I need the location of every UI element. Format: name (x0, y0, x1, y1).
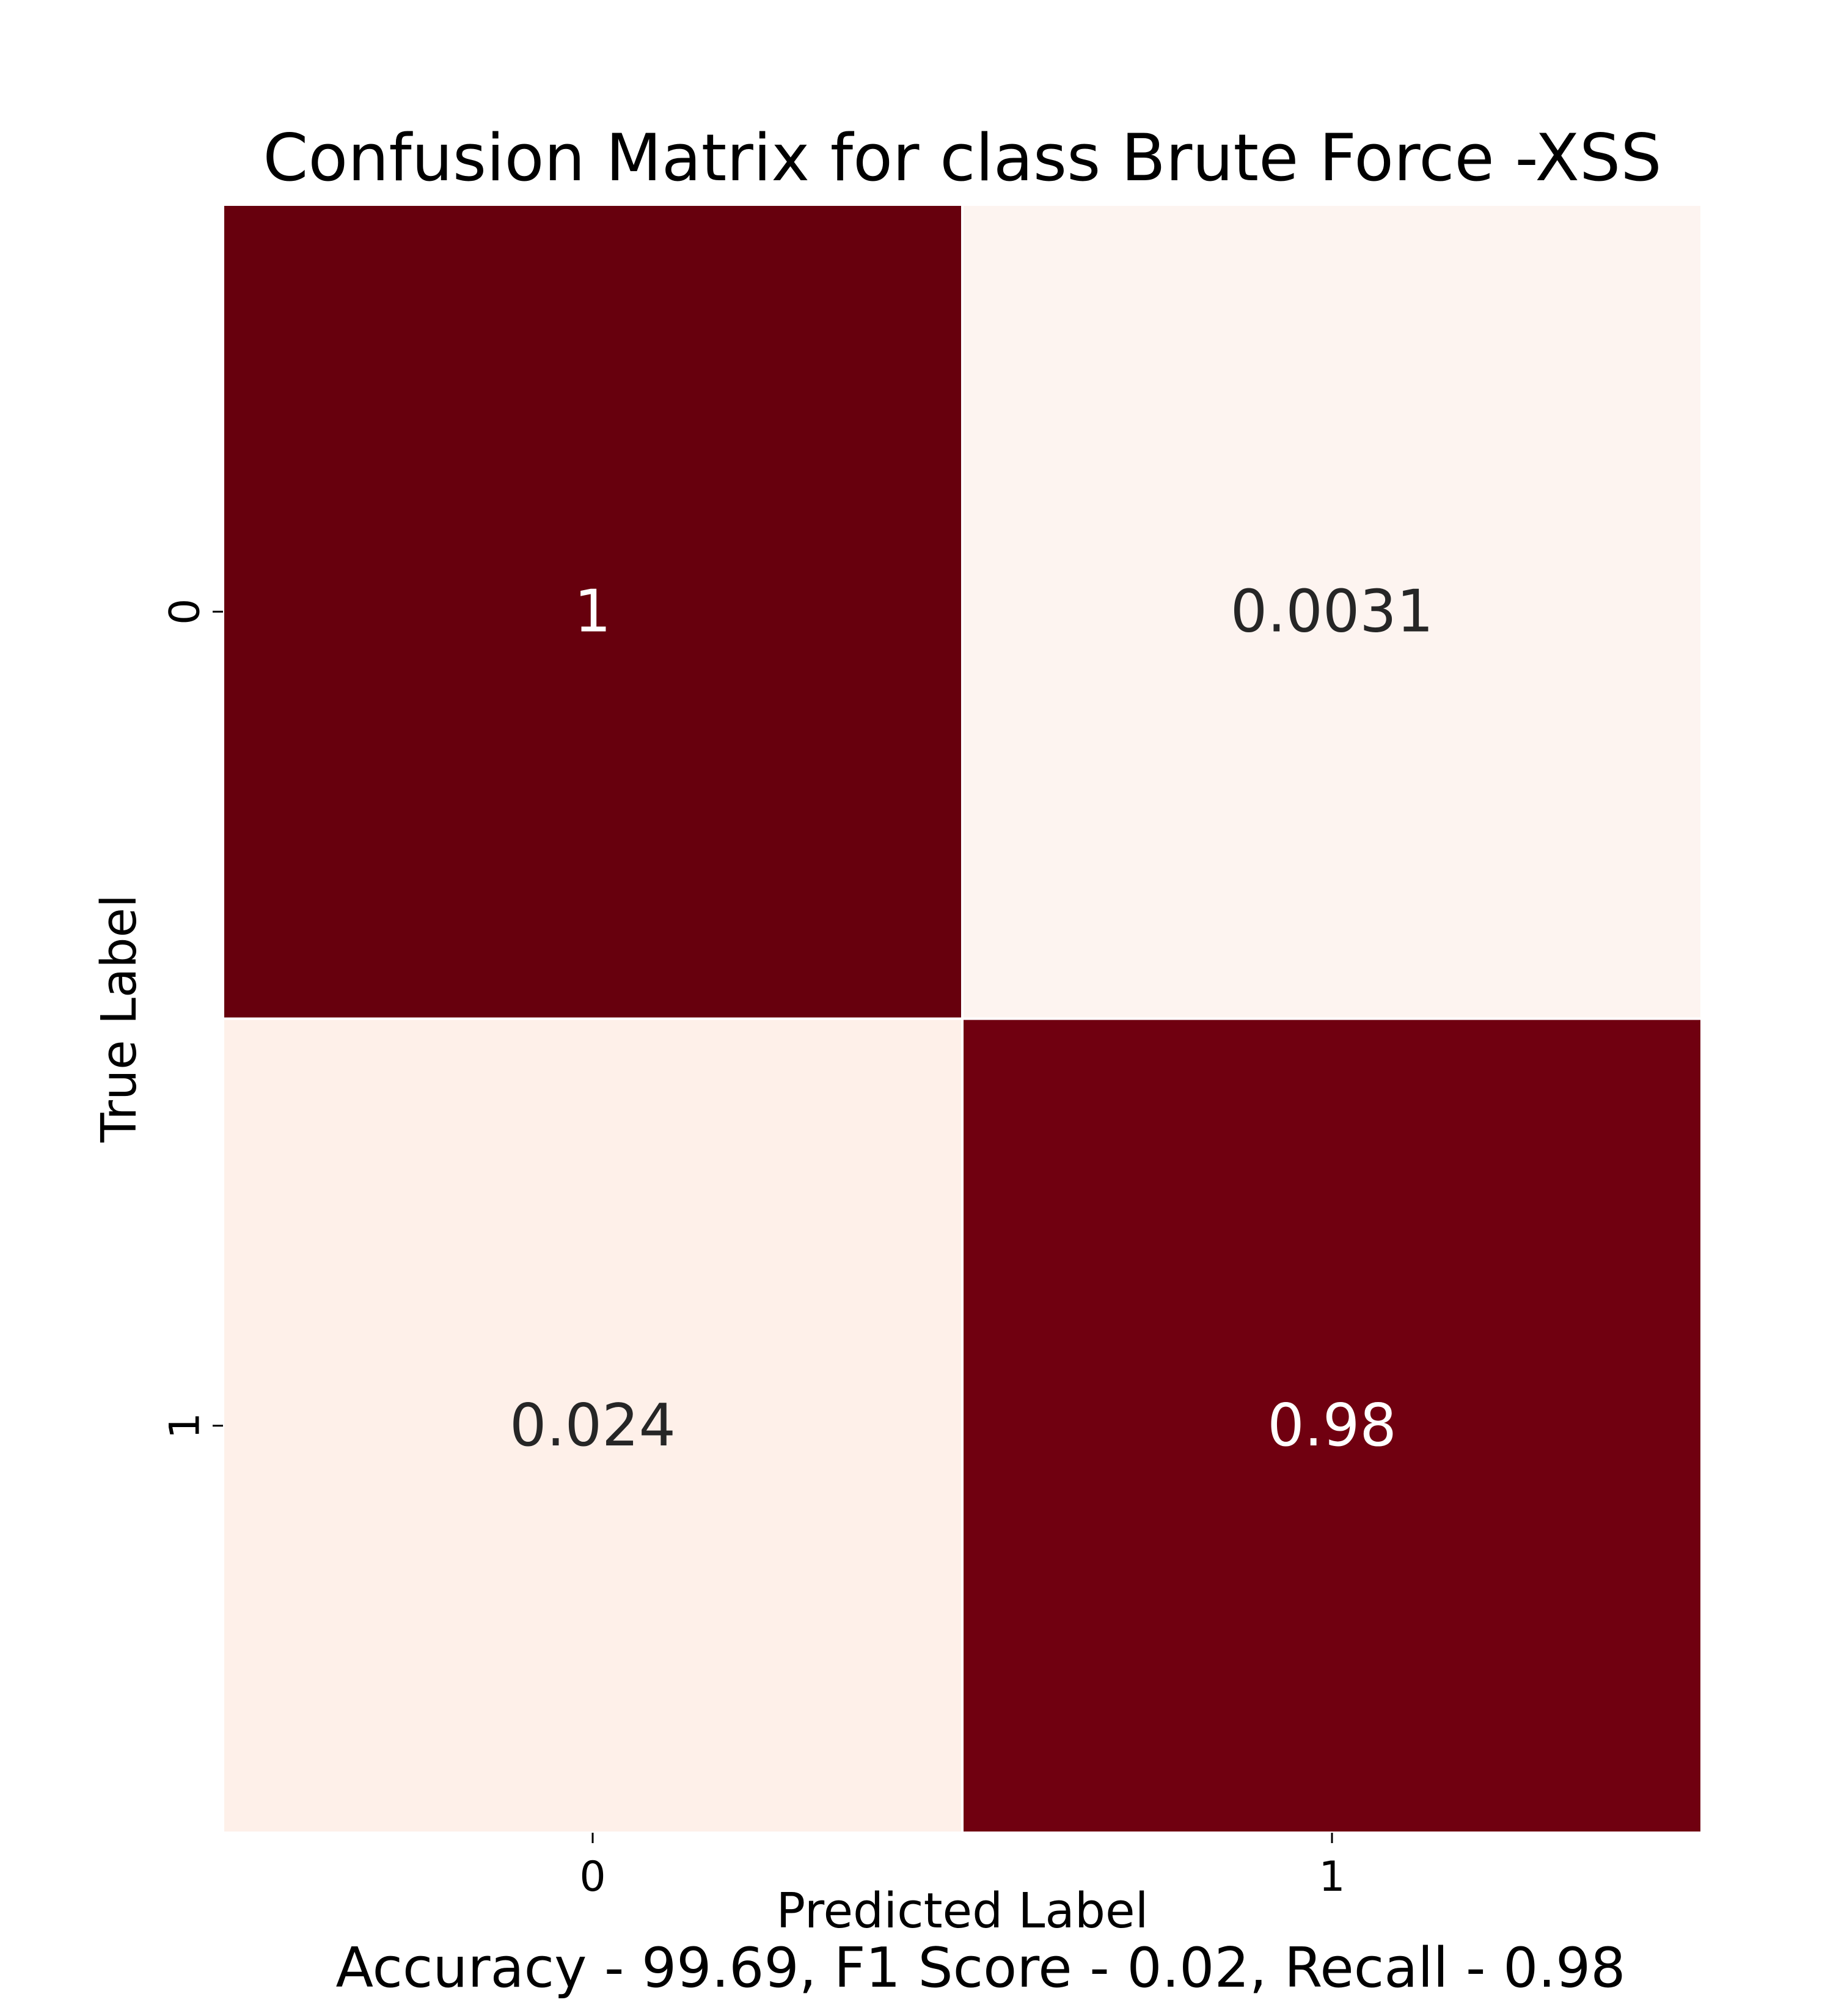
cell-value-label: 0.98 (1267, 1392, 1397, 1459)
x-tick-label: 0 (579, 1853, 606, 1901)
x-tick-label: 1 (1319, 1853, 1345, 1901)
heatmap-cell-r1-c1 (961, 1017, 1703, 1834)
y-axis-ticks: 01 (161, 599, 223, 1439)
heatmap-cell-r0-c0 (222, 203, 964, 1020)
metrics-footer: Accuracy - 99.69, F1 Score - 0.02, Recal… (335, 1936, 1625, 2000)
x-axis-label: Predicted Label (776, 1883, 1148, 1939)
cell-value-label: 0.024 (510, 1392, 676, 1459)
heatmap-cell-r1-c0 (222, 1017, 964, 1834)
y-tick-label: 0 (161, 599, 210, 625)
heatmap-cell-labels: 1 0.0031 0.024 0.98 (510, 578, 1433, 1459)
y-tick-label: 1 (161, 1412, 210, 1439)
y-axis-label: True Label (91, 894, 147, 1143)
heatmap-cell-r0-c1 (961, 203, 1703, 1020)
heatmap-cells (222, 203, 1703, 1834)
cell-value-label: 1 (574, 578, 611, 645)
chart-title: Confusion Matrix for class Brute Force -… (263, 120, 1661, 195)
cell-value-label: 0.0031 (1231, 578, 1433, 645)
